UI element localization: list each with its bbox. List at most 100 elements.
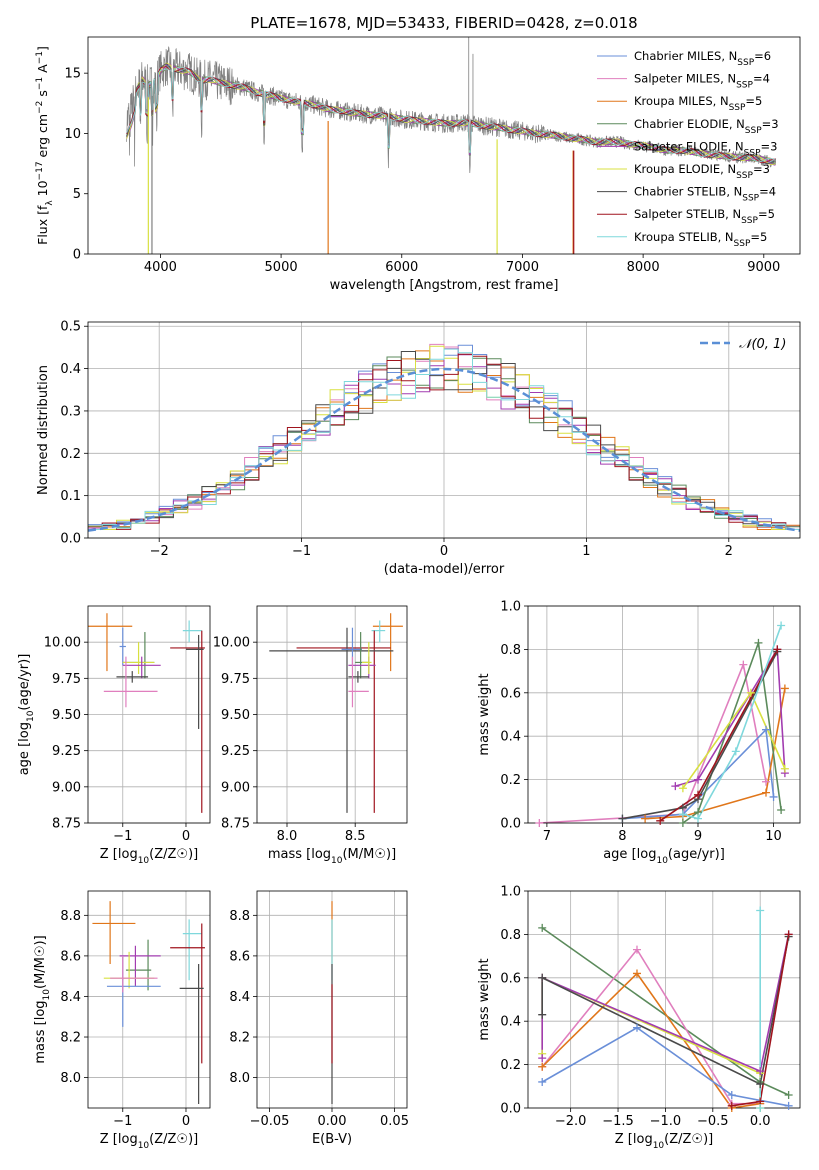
x-axis-label-part: (Z/Z☉)]: [149, 847, 198, 862]
series-marker: [694, 814, 702, 823]
legend-entry-part: SSP: [745, 126, 762, 136]
legend-entry: Salpeter MILES, NSSP=4: [634, 72, 770, 91]
plot-area: [88, 343, 800, 532]
y-tick-label: 0.6: [500, 686, 521, 701]
legend-entry-part: Kroupa STELIB: [634, 230, 718, 244]
legend-entry-part: =3: [761, 139, 778, 153]
series-marker: [754, 638, 763, 647]
y-tick-label: 5: [73, 187, 81, 202]
y-tick-label: 0.2: [60, 447, 81, 462]
axes-frame: [527, 605, 801, 824]
y-axis-label-part: 10: [42, 989, 52, 1001]
y-tick-label: 0.1: [60, 489, 81, 504]
series-marker: [694, 790, 702, 799]
legend-entry-part: , N: [713, 94, 729, 108]
y-tick-label: 0.4: [500, 1015, 521, 1030]
legend-entry: Chabrier ELODIE, NSSP=3: [634, 117, 779, 136]
x-axis-label-part: Z [log: [100, 847, 138, 862]
x-axis-label: Z [log10(Z/Z☉)]: [100, 847, 198, 866]
x-tick-label: 0: [182, 829, 190, 844]
x-axis-label-part: 10: [331, 856, 343, 866]
y-tick-label: 10.00: [44, 636, 81, 651]
y-tick-label: 0.4: [60, 362, 81, 377]
y-tick-label: 8.2: [229, 1031, 250, 1046]
legend-entry-part: Salpeter STELIB: [634, 207, 725, 221]
axes-frame: [527, 890, 801, 1109]
y-axis-label-part: −1: [35, 51, 45, 64]
y-tick-label: 9.00: [52, 780, 81, 795]
legend-entry-part: SSP: [741, 216, 758, 226]
legend-entry-part: Kroupa ELODIE: [634, 162, 720, 176]
x-axis-label: (data-model)/error: [384, 562, 505, 577]
legend-entry: Kroupa MILES, NSSP=5: [634, 94, 762, 113]
series-marker: [777, 805, 786, 814]
x-tick-label: 9000: [747, 260, 780, 275]
y-axis-label-part: 10: [35, 180, 50, 200]
y-tick-label: 10: [64, 127, 81, 142]
y-tick-label: 9.75: [52, 672, 81, 687]
legend-entry-part: , N: [718, 230, 734, 244]
x-axis-label-part: mass [log: [268, 847, 331, 862]
y-axis-label-part: age [log: [17, 722, 32, 775]
legend-entry: Salpeter ELODIE, NSSP=3: [634, 139, 777, 158]
y-axis-label-part: λ: [45, 200, 55, 206]
x-axis-label-part: (age/yr)]: [668, 847, 725, 862]
series-marker: [780, 764, 789, 773]
y-axis-label-part: ]: [35, 46, 50, 51]
series-marker: [777, 621, 786, 630]
x-tick-label: 7: [543, 829, 551, 844]
series-marker: [618, 814, 627, 823]
panel-7: −2.0 −1.5 −1.0 −0.5 0.0 0.0 0.2 0.4 0.6 0.8 1.0 Z […: [477, 885, 801, 1151]
legend-entry-part: SSP: [742, 194, 759, 204]
series-marker: [656, 816, 665, 825]
y-tick-label: 0.5: [60, 320, 81, 335]
series-marker: [780, 684, 789, 693]
x-axis-label: Z [log10(Z/Z☉)]: [615, 1132, 713, 1151]
series-marker: [678, 819, 687, 827]
histogram-step: [88, 353, 800, 530]
y-axis-label-part: (age/yr)]: [17, 654, 32, 711]
x-axis-label-part: Z [log: [100, 1132, 138, 1147]
legend-entry-part: =5: [745, 94, 762, 108]
y-axis-label-part: s: [35, 90, 50, 101]
x-tick-label: 0: [182, 1114, 190, 1129]
x-tick-label: −0.05: [250, 1114, 290, 1129]
x-axis-label-part: 10: [656, 856, 668, 866]
series-marker: [678, 810, 687, 819]
legend-entry-part: SSP: [734, 239, 751, 249]
legend-entry-part: SSP: [736, 171, 753, 181]
normal-curve: [88, 367, 800, 532]
series-marker: [756, 1067, 765, 1076]
y-tick-label: 1.0: [500, 885, 521, 900]
y-axis-label: Normed distribution: [36, 365, 51, 495]
series-marker: [678, 784, 687, 793]
series-marker: [535, 819, 544, 827]
y-tick-label: 10.00: [213, 636, 250, 651]
legend-entry: Kroupa ELODIE, NSSP=3: [634, 162, 770, 181]
panel-5: −1 08.08.28.48.68.8Z [log10(Z/Z☉)]mass [l…: [33, 890, 211, 1151]
y-axis-label: Flux [fλ 10−17 erg cm−2 s−1 A−1]: [35, 46, 55, 245]
x-tick-label: 6000: [385, 260, 418, 275]
y-axis-label-part: 10: [26, 710, 36, 722]
y-tick-label: 15: [64, 67, 81, 82]
series-marker: [538, 1077, 547, 1086]
y-tick-label: 0.4: [500, 730, 521, 745]
legend-entry-part: SSP: [737, 58, 754, 68]
x-axis-label-part: 10: [653, 1141, 665, 1151]
histogram-step: [88, 348, 800, 530]
x-tick-label: 2: [725, 544, 733, 559]
series-marker: [746, 688, 755, 697]
x-axis-label-part: Z [log: [615, 1132, 653, 1147]
x-tick-label: −1: [113, 829, 132, 844]
y-tick-label: 1.0: [500, 600, 521, 615]
y-tick-label: 9.75: [221, 672, 250, 687]
legend-entry-part: SSP: [736, 81, 753, 91]
legend-entry-part: =4: [753, 72, 770, 86]
y-axis-label-part: mass [log: [33, 1000, 48, 1063]
x-tick-label: 0: [440, 544, 448, 559]
series-marker: [538, 1054, 547, 1063]
x-axis-label-part: 10: [138, 856, 150, 866]
